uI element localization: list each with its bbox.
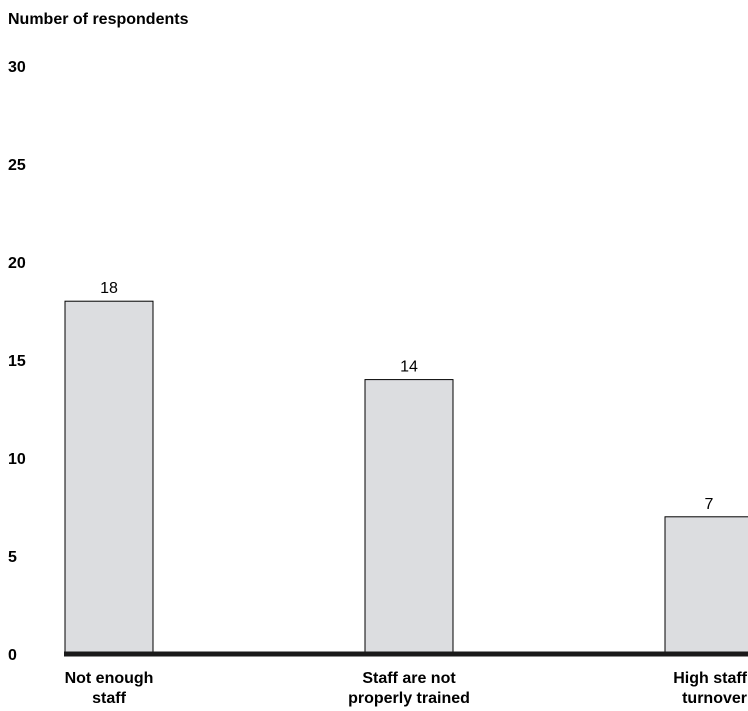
x-axis-tick-labels: Not enough staff Staff are not properly tra… xyxy=(65,670,748,707)
data-label: 18 xyxy=(100,280,118,297)
bar xyxy=(664,516,748,655)
x-tick-label: Not enough staff xyxy=(65,670,154,707)
x-tick-label-line: Not enough xyxy=(65,670,154,687)
x-tick-label: High staff turnover xyxy=(673,670,747,707)
bar xyxy=(64,300,154,655)
x-tick-label-line: High staff xyxy=(673,670,747,687)
x-tick-label: Staff are not properly trained xyxy=(348,670,470,707)
y-axis-ticks: 0 5 10 15 20 25 30 xyxy=(8,59,26,664)
data-label: 7 xyxy=(705,496,714,513)
data-labels: 18 14 7 xyxy=(100,280,713,513)
y-tick-label: 0 xyxy=(8,647,17,664)
data-label: 14 xyxy=(400,359,418,376)
y-tick-label: 15 xyxy=(8,353,26,370)
bars xyxy=(64,300,748,655)
y-tick-label: 25 xyxy=(8,157,26,174)
y-tick-label: 5 xyxy=(8,549,17,566)
bar xyxy=(364,379,454,655)
x-tick-label-line: properly trained xyxy=(348,690,470,707)
y-tick-label: 20 xyxy=(8,255,26,272)
y-axis-title: Number of respondents xyxy=(8,11,189,28)
y-tick-label: 30 xyxy=(8,59,26,76)
y-tick-label: 10 xyxy=(8,451,26,468)
x-tick-label-line: turnover xyxy=(682,690,747,707)
x-tick-label-line: Staff are not xyxy=(362,670,456,687)
x-tick-label-line: staff xyxy=(92,690,126,707)
